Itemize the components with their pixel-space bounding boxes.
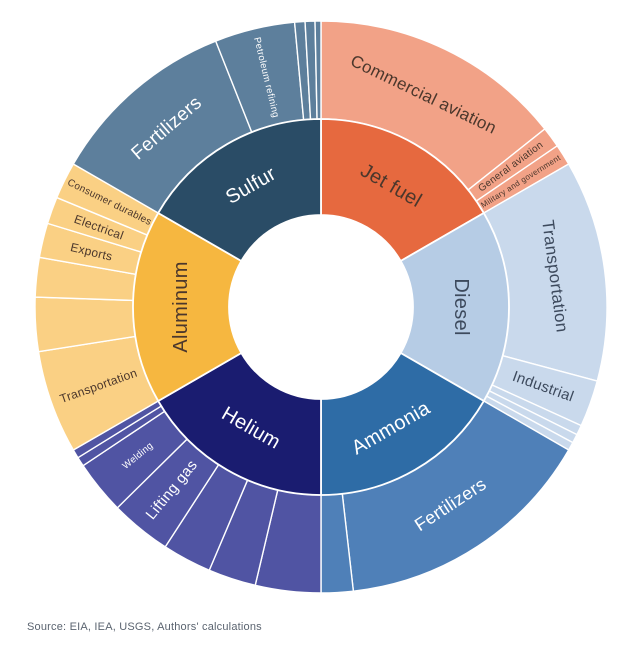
segment-aluminum[interactable] <box>132 212 243 402</box>
segment-jet-fuel[interactable] <box>320 118 485 262</box>
segment-helium[interactable] <box>157 352 322 496</box>
label-aluminum: Aluminum <box>170 261 192 352</box>
segment-sulfur[interactable] <box>157 118 322 262</box>
segment-diesel[interactable] <box>399 212 510 402</box>
source-note: Source: EIA, IEA, USGS, Authors' calcula… <box>27 621 262 633</box>
segment-ammonia[interactable] <box>320 352 485 496</box>
label-diesel: Diesel <box>450 278 472 335</box>
